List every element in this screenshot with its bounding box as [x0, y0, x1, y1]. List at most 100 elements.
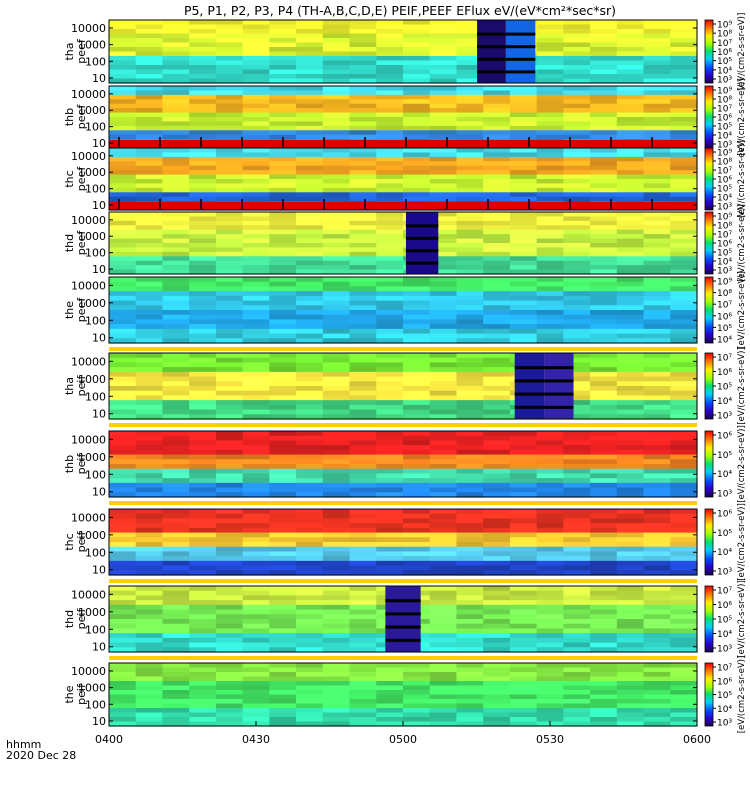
spectrogram-cell: [563, 694, 591, 700]
spectrogram-cell: [215, 565, 244, 571]
spectrogram-cell: [135, 570, 164, 576]
spectrogram-cell: [509, 229, 538, 235]
spectrogram-cell: [349, 449, 377, 456]
spectrogram-cell: [403, 482, 431, 489]
spectrogram-cell: [109, 286, 137, 292]
spectrogram-cell: [456, 216, 484, 222]
spectrogram-cell: [349, 386, 377, 392]
spectrogram-cell: [189, 86, 217, 92]
spectrogram-cell: [296, 390, 324, 397]
spectrogram-cell: [590, 60, 618, 66]
spectrogram-cell: [162, 90, 190, 96]
spectrogram-cell: [456, 187, 484, 193]
spectrogram-cell: [403, 24, 431, 30]
spectrogram-cell: [456, 69, 484, 75]
spectrogram-cell: [590, 196, 618, 202]
spectrogram-cell: [215, 108, 244, 114]
spectrogram-cell: [269, 590, 297, 597]
spectrogram-cell: [215, 286, 244, 292]
spectrogram-cell: [403, 69, 431, 75]
spectrogram-cell: [456, 42, 484, 48]
spectrogram-cell: [563, 556, 591, 562]
spectrogram-cell: [215, 277, 244, 283]
spectrogram-cell: [429, 216, 458, 222]
spectrogram-cell: [189, 238, 217, 244]
spectrogram-cell: [162, 225, 190, 231]
anomaly-stripe: [544, 379, 574, 383]
spectrogram-cell: [215, 305, 244, 311]
spectrogram-cell: [403, 78, 431, 84]
spectrogram-cell: [643, 29, 671, 35]
spectrogram-cell: [296, 381, 324, 387]
spectrogram-cell: [215, 518, 244, 524]
spectrogram-cell: [509, 174, 538, 180]
spectrogram-cell: [616, 192, 645, 198]
spectrogram-cell: [670, 295, 698, 302]
anomaly-stripe: [505, 70, 536, 74]
spectrogram-cell: [509, 125, 538, 131]
spectrogram-cell: [429, 112, 458, 118]
spectrogram-cell: [429, 130, 458, 136]
spectrogram-cell: [135, 721, 164, 727]
spectrogram-cell: [643, 595, 671, 601]
spectrogram-cell: [215, 192, 244, 198]
spectrogram-cell: [349, 183, 377, 189]
spectrogram-cell: [376, 196, 404, 202]
spectrogram-cell: [109, 445, 137, 451]
spectrogram-cell: [483, 90, 511, 96]
spectrogram-cell: [296, 565, 324, 571]
spectrogram-cell: [616, 319, 645, 325]
spectrogram-cell: [590, 174, 618, 180]
spectrogram-cell: [269, 619, 297, 625]
spectrogram-cell: [670, 243, 698, 249]
spectrogram-cell: [135, 333, 164, 339]
spectrogram-cell: [349, 717, 377, 723]
spectrogram-cell: [509, 90, 538, 96]
spectrogram-cell: [483, 681, 511, 687]
spectrogram-cell: [135, 310, 164, 316]
spectrogram-cell: [269, 482, 297, 489]
spectrogram-cell: [189, 156, 217, 162]
spectrogram-cell: [670, 435, 698, 442]
spectrogram-cell: [322, 353, 351, 359]
spectrogram-cell: [590, 721, 618, 727]
spectrogram-cell: [376, 86, 404, 92]
spectrogram-cell: [590, 614, 618, 620]
spectrogram-cell: [296, 281, 324, 288]
spectrogram-cell: [643, 637, 671, 644]
spectrogram-cell: [349, 595, 377, 601]
spectrogram-cell: [215, 600, 244, 606]
spectrogram-cell: [135, 51, 164, 57]
spectrogram-cell: [403, 319, 431, 325]
spectrogram-cell: [483, 156, 511, 162]
spectrogram-cell: [349, 435, 377, 442]
spectrogram-cell: [215, 65, 244, 71]
spectrogram-cell: [189, 183, 217, 189]
spectrogram-cell: [563, 478, 591, 484]
spectrogram-cell: [349, 542, 377, 548]
spectrogram-cell: [349, 690, 377, 696]
spectrogram-cell: [349, 623, 377, 630]
spectrogram-cell: [643, 542, 671, 548]
spectrogram-cell: [429, 532, 458, 538]
spectrogram-cell: [189, 353, 217, 359]
spectrogram-cell: [483, 183, 511, 189]
spectrogram-cell: [109, 390, 137, 397]
spectrogram-cell: [429, 431, 458, 437]
spectrogram-cell: [242, 247, 270, 253]
spectrogram-cell: [563, 78, 591, 84]
spectrogram-cell: [322, 234, 351, 240]
spectrogram-cell: [189, 708, 217, 714]
spectrogram-cell: [403, 556, 431, 562]
spectrogram-cell: [536, 482, 564, 489]
spectrogram-cell: [242, 174, 270, 180]
spectrogram-cell: [643, 319, 671, 325]
spectrogram-cell: [349, 69, 377, 75]
spectrogram-cell: [322, 513, 351, 520]
spectrogram-cell: [296, 56, 324, 62]
spectrogram-cell: [189, 628, 217, 634]
spectrogram-cell: [429, 642, 458, 648]
spectrogram-cell: [189, 404, 217, 411]
spectrogram-cell: [109, 192, 137, 198]
